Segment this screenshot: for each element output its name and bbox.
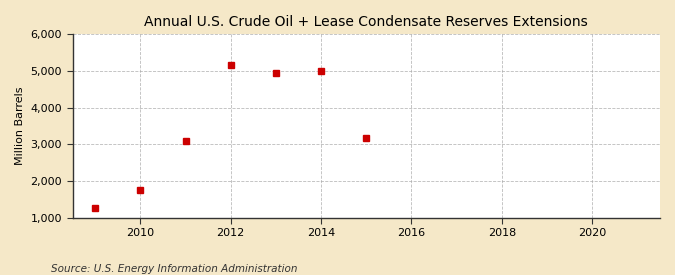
Title: Annual U.S. Crude Oil + Lease Condensate Reserves Extensions: Annual U.S. Crude Oil + Lease Condensate…	[144, 15, 588, 29]
Y-axis label: Million Barrels: Million Barrels	[15, 87, 25, 165]
Text: Source: U.S. Energy Information Administration: Source: U.S. Energy Information Administ…	[51, 264, 297, 274]
